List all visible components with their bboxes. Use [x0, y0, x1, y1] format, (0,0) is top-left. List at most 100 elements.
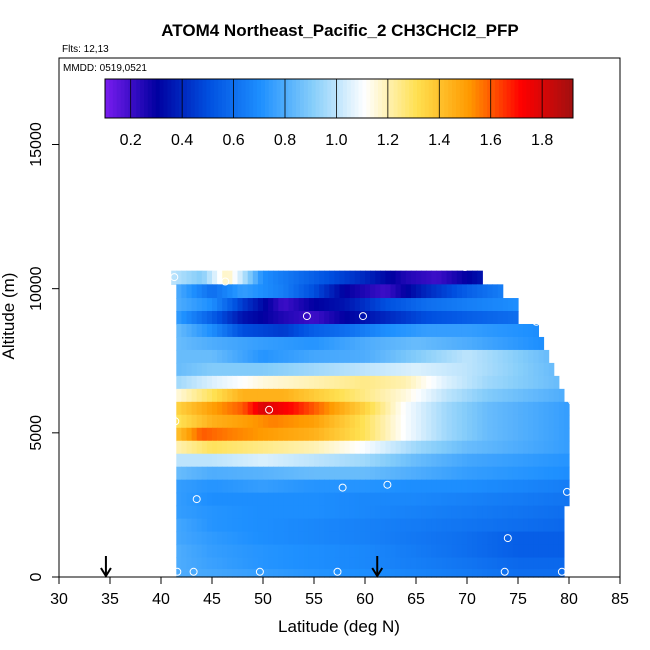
- heatmap-cell: [487, 336, 494, 351]
- heatmap-cell: [314, 414, 320, 429]
- heatmap-cell: [186, 492, 193, 507]
- heatmap-cell: [273, 557, 279, 570]
- heatmap-cell: [319, 362, 325, 377]
- colorbar-cell: [354, 79, 359, 118]
- heatmap-cell: [176, 492, 182, 507]
- heatmap-cell: [370, 440, 376, 455]
- heatmap-cell: [482, 336, 488, 351]
- colorbar-cell: [397, 79, 402, 118]
- colorbar-cell: [471, 79, 476, 118]
- heatmap-cell: [400, 375, 407, 390]
- heatmap-cell: [492, 427, 499, 442]
- heatmap-cell: [380, 479, 386, 494]
- heatmap-cell: [507, 479, 514, 494]
- heatmap-cell: [247, 362, 254, 377]
- heatmap-cell: [436, 518, 443, 533]
- heatmap-cell: [308, 453, 315, 468]
- heatmap-cell: [507, 531, 514, 546]
- heatmap-cell: [538, 505, 545, 520]
- heatmap-cell: [380, 531, 386, 546]
- heatmap-cell: [191, 518, 198, 533]
- heatmap-cell: [380, 362, 386, 377]
- heatmap-cell: [456, 505, 463, 520]
- heatmap-cell: [263, 362, 269, 377]
- heatmap-cell: [268, 427, 274, 442]
- heatmap-cell: [416, 375, 422, 390]
- heatmap-cell: [497, 298, 504, 312]
- heatmap-cell: [319, 544, 325, 559]
- heatmap-cell: [390, 544, 397, 559]
- heatmap-cell: [395, 401, 402, 416]
- heatmap-cell: [380, 518, 386, 533]
- heatmap-cell: [206, 401, 213, 416]
- heatmap-cell: [324, 505, 330, 520]
- heatmap-cell: [548, 518, 555, 533]
- heatmap-cell: [252, 323, 259, 338]
- colorbar-tick-label: 0.4: [171, 132, 193, 149]
- heatmap-cell: [354, 362, 361, 377]
- colorbar-cell: [346, 79, 352, 118]
- heatmap-cell: [339, 270, 346, 285]
- colorbar-cell: [249, 79, 254, 118]
- heatmap-band: [176, 311, 519, 325]
- heatmap-cell: [349, 544, 356, 559]
- heatmap-cell: [375, 323, 381, 338]
- heatmap-band: [176, 284, 504, 299]
- heatmap-cell: [461, 388, 468, 403]
- heatmap-cell: [354, 557, 361, 570]
- heatmap-cell: [548, 362, 555, 377]
- heatmap-cell: [257, 375, 264, 390]
- heatmap-cell: [257, 440, 264, 455]
- heatmap-cell: [257, 531, 264, 546]
- colorbar-cell: [112, 79, 118, 118]
- heatmap-cell: [181, 518, 188, 533]
- heatmap-cell: [176, 284, 182, 299]
- heatmap-cell: [314, 349, 320, 364]
- heatmap-cell: [217, 388, 223, 403]
- heatmap-cell: [201, 440, 208, 455]
- heatmap-cell: [543, 375, 550, 390]
- heatmap-cell: [518, 401, 524, 416]
- heatmap-cell: [263, 270, 269, 285]
- colorbar-cell: [194, 79, 200, 118]
- heatmap-cell: [288, 375, 295, 390]
- heatmap-cell: [212, 569, 218, 578]
- heatmap-cell: [431, 479, 437, 494]
- heatmap-cell: [538, 440, 545, 455]
- heatmap-cell: [451, 479, 458, 494]
- heatmap-cell: [263, 518, 269, 533]
- colorbar-tick-label: 1.2: [377, 132, 399, 149]
- heatmap-cell: [324, 440, 330, 455]
- colorbar-cell: [342, 79, 348, 118]
- heatmap-cell: [339, 544, 346, 559]
- heatmap-band: [176, 375, 560, 390]
- heatmap-cell: [349, 401, 356, 416]
- heatmap-cell: [273, 427, 279, 442]
- heatmap-cell: [176, 466, 182, 481]
- colorbar-cell: [218, 79, 223, 118]
- heatmap-cell: [456, 557, 463, 570]
- heatmap-cell: [528, 440, 534, 455]
- heatmap-cell: [359, 349, 366, 364]
- heatmap-cell: [553, 518, 560, 533]
- heatmap-cell: [288, 349, 295, 364]
- heatmap-cell: [395, 557, 402, 570]
- heatmap-cell: [380, 349, 386, 364]
- heatmap-cell: [217, 466, 223, 481]
- heatmap-cell: [201, 557, 208, 570]
- heatmap-cell: [227, 531, 233, 546]
- heatmap-cell: [242, 466, 249, 481]
- heatmap-cell: [365, 362, 371, 377]
- heatmap-cell: [497, 349, 504, 364]
- heatmap-cell: [456, 479, 463, 494]
- heatmap-cell: [196, 284, 203, 299]
- heatmap-cell: [308, 414, 315, 429]
- heatmap-cell: [222, 569, 228, 578]
- heatmap-cell: [339, 518, 346, 533]
- heatmap-cell: [217, 298, 223, 312]
- heatmap-cell: [308, 298, 315, 312]
- colorbar-cell: [557, 79, 562, 118]
- heatmap-cell: [467, 336, 473, 351]
- heatmap-cell: [492, 479, 499, 494]
- heatmap-cell: [518, 362, 524, 377]
